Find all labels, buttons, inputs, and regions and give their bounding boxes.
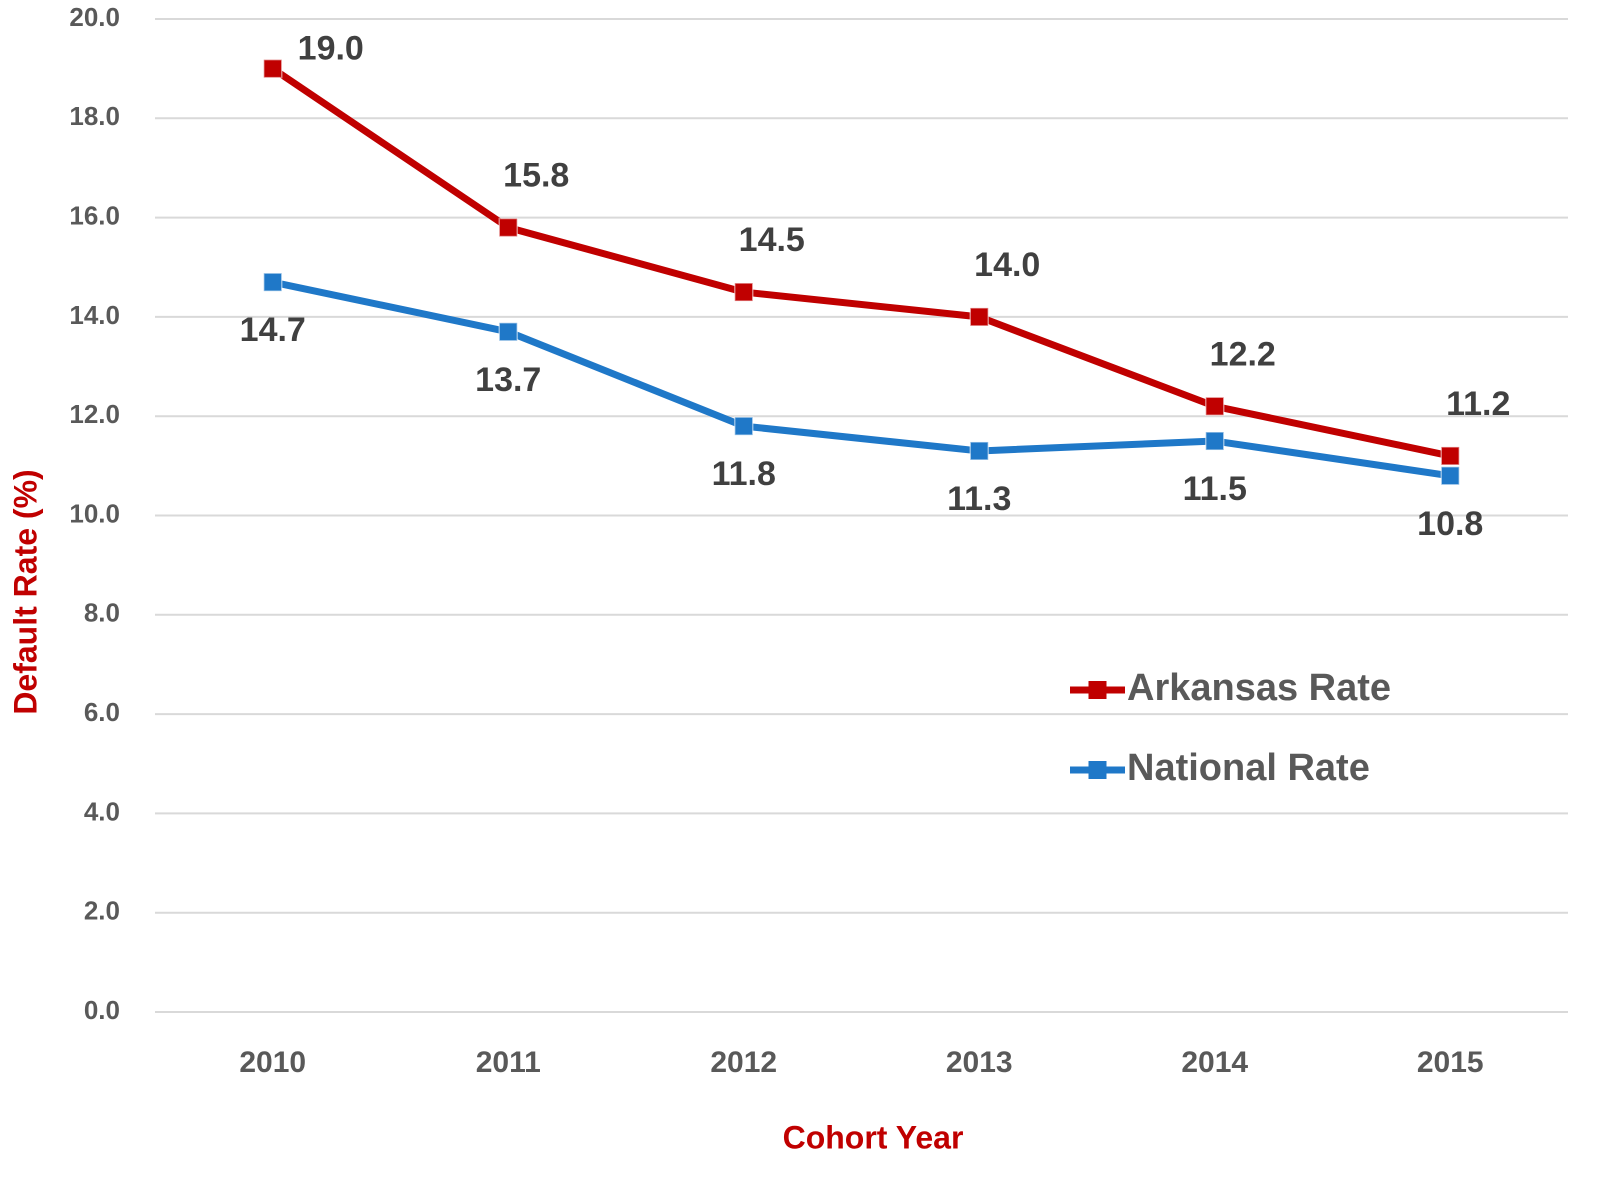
data-label: 13.7	[475, 361, 541, 399]
marker	[498, 322, 518, 342]
y-tick-label: 2.0	[84, 896, 120, 926]
data-label: 14.0	[974, 246, 1040, 284]
x-tick-label: 2010	[239, 1046, 306, 1079]
data-label: 12.2	[1210, 335, 1276, 373]
data-label: 11.3	[947, 480, 1011, 518]
data-label: 11.8	[712, 455, 776, 493]
data-label: 11.2	[1446, 385, 1510, 423]
legend-label: Arkansas Rate	[1127, 667, 1391, 709]
data-label: 14.5	[739, 221, 805, 259]
legend-label: National Rate	[1127, 747, 1370, 789]
marker	[1205, 431, 1225, 451]
legend-marker	[1088, 681, 1107, 699]
data-label: 14.7	[240, 311, 306, 349]
marker	[734, 282, 754, 302]
x-axis-title: Cohort Year	[783, 1119, 964, 1155]
y-tick-label: 10.0	[69, 498, 120, 528]
y-tick-label: 8.0	[84, 598, 120, 628]
marker	[1440, 466, 1460, 486]
x-tick-label: 2014	[1181, 1046, 1248, 1079]
data-label: 11.5	[1183, 470, 1247, 508]
marker	[1205, 396, 1225, 417]
series-line	[272, 278, 1451, 480]
y-tick-label: 0.0	[84, 995, 120, 1025]
y-axis-title: Default Rate (%)	[7, 469, 43, 714]
marker	[263, 272, 283, 292]
y-tick-label: 4.0	[84, 796, 120, 826]
data-label: 19.0	[298, 30, 364, 68]
marker	[969, 441, 989, 461]
y-tick-label: 18.0	[69, 101, 120, 131]
series-line	[270, 65, 1451, 460]
x-tick-label: 2013	[946, 1046, 1013, 1079]
y-tick-label: 6.0	[84, 697, 120, 727]
marker	[498, 217, 518, 238]
marker	[969, 307, 989, 327]
y-tick-label: 12.0	[69, 399, 120, 429]
x-tick-label: 2012	[710, 1046, 777, 1079]
legend-marker	[1088, 761, 1107, 779]
y-tick-label: 20.0	[69, 2, 120, 32]
data-label: 15.8	[503, 157, 569, 195]
marker	[1440, 446, 1460, 466]
x-tick-label: 2015	[1417, 1046, 1484, 1079]
marker	[263, 58, 283, 79]
x-tick-label: 2011	[476, 1046, 541, 1079]
data-label: 10.8	[1417, 505, 1483, 543]
marker	[734, 416, 754, 436]
y-tick-label: 16.0	[69, 200, 120, 230]
y-tick-label: 14.0	[69, 300, 120, 330]
